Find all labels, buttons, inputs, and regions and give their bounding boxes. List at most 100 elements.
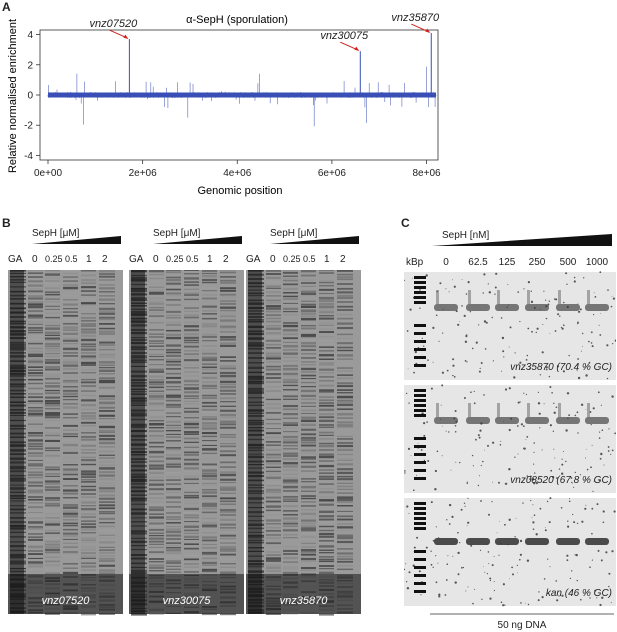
dna-ladder <box>414 276 426 367</box>
dna-band <box>495 417 519 424</box>
y-axis-label: Relative normalised enrichment <box>7 19 19 173</box>
lane-label: 1 <box>324 254 330 265</box>
x-tick-label: 6e+06 <box>318 168 347 179</box>
lane-label: 0 <box>32 254 38 265</box>
y-tick-label: 0 <box>27 91 33 102</box>
lane-label: 2 <box>102 254 108 265</box>
lane-label: 2 <box>223 254 229 265</box>
enrichment-chart: α-SepH (sporulation) Relative normalised… <box>7 12 441 197</box>
seph-header: SepH [μM] <box>32 228 80 239</box>
well-smear <box>497 403 500 423</box>
gel-background <box>404 272 616 380</box>
well-smear <box>527 290 530 310</box>
x-axis-label: Genomic position <box>198 185 283 197</box>
dna-band <box>525 304 549 311</box>
dna-ladder <box>414 389 426 480</box>
dna-band <box>495 538 519 545</box>
gel-label: kan (46 % GC) <box>546 588 612 599</box>
footer-label: 50 ng DNA <box>498 620 547 631</box>
gel-background <box>404 498 616 606</box>
gene-label: vnz07520 <box>42 595 91 607</box>
footprint-gel-2: SepH [μM] GA 0 0.25 0.5 1 2 vnz30075 <box>129 228 244 616</box>
lane-label: 62.5 <box>468 257 488 268</box>
y-tick-label: 4 <box>27 30 33 41</box>
lane-label: 500 <box>560 257 577 268</box>
well-smear <box>497 290 500 310</box>
dna-band <box>434 304 458 311</box>
kbp-label: kBp <box>406 257 424 268</box>
gradient-wedge <box>153 236 242 244</box>
peak-label: vnz30075 <box>320 30 369 42</box>
gene-label: vnz35870 <box>280 595 329 607</box>
dna-band <box>556 304 580 311</box>
emsa-gel-1: vnz35870 (70.4 % GC) <box>404 271 616 380</box>
seph-nm-header: SepH [nM] <box>442 230 489 241</box>
x-tick-label: 4e+06 <box>223 168 252 179</box>
dna-band <box>434 538 458 545</box>
well-smear <box>527 403 530 423</box>
gene-label: vnz30075 <box>163 595 212 607</box>
gel-bottom-shadow <box>129 574 244 614</box>
well-smear <box>468 290 471 310</box>
well-smear <box>468 403 471 423</box>
well-smear <box>436 403 439 423</box>
gel-bottom-shadow <box>8 574 123 614</box>
seph-header: SepH [μM] <box>153 228 201 239</box>
dna-ladder <box>414 502 426 593</box>
dna-band <box>556 538 580 545</box>
lane-label: 0 <box>153 254 159 265</box>
lane-label-ga: GA <box>129 254 144 265</box>
lane-label: 0.5 <box>65 254 78 264</box>
gradient-wedge <box>32 236 121 244</box>
dna-band <box>466 304 490 311</box>
well-smear <box>558 403 561 423</box>
footprint-gel-1: SepH [μM] GA 0 0.25 0.5 1 2 vnz07520 <box>8 228 123 616</box>
panel-a-letter: A <box>2 0 11 14</box>
well-smear <box>558 290 561 310</box>
footprint-gel-3: SepH [μM] GA 0 0.25 0.5 1 2 vnz35870 <box>246 228 361 616</box>
dna-band <box>585 417 609 424</box>
dna-band <box>466 538 490 545</box>
dna-band <box>525 417 549 424</box>
dna-band <box>525 538 549 545</box>
gel-bottom-shadow <box>246 574 361 614</box>
dna-band <box>495 304 519 311</box>
lane-label: 0 <box>270 254 276 265</box>
gel-label: vnz08520 (67.8 % GC) <box>510 475 612 486</box>
lane-label: 0.5 <box>186 254 199 264</box>
y-tick-label: -4 <box>24 151 33 162</box>
dna-band <box>585 304 609 311</box>
well-smear <box>436 290 439 310</box>
lane-label: 1000 <box>586 257 609 268</box>
lane-label-ga: GA <box>8 254 23 265</box>
lane-label: 0.5 <box>303 254 316 264</box>
panel-b-letter: B <box>2 216 11 230</box>
lane-label: 250 <box>529 257 546 268</box>
x-tick-label: 2e+06 <box>129 168 158 179</box>
lane-label: 1 <box>86 254 92 265</box>
y-tick-label: -2 <box>24 121 33 132</box>
well-smear <box>587 290 590 310</box>
dna-band <box>434 417 458 424</box>
lane-label: 0.25 <box>45 254 63 264</box>
baseline-band <box>48 92 436 98</box>
peak-arrowhead <box>123 34 129 40</box>
ga-lane-smear <box>10 270 24 614</box>
plot-area: 0e+00 2e+06 4e+06 6e+06 8e+06 -4 -2 0 2 4 vnz07520… <box>24 12 441 179</box>
dna-band <box>556 417 580 424</box>
x-tick-label: 8e+06 <box>412 168 441 179</box>
lane-label-ga: GA <box>246 254 261 265</box>
panel-c-letter: C <box>401 216 410 230</box>
well-smear <box>587 403 590 423</box>
dna-band <box>466 417 490 424</box>
ga-lane-smear <box>248 270 262 614</box>
lane-label: 0.25 <box>166 254 184 264</box>
emsa-gel-2: vnz08520 (67.8 % GC) <box>404 384 616 493</box>
peak-label: vnz07520 <box>90 18 139 30</box>
gradient-wedge <box>432 234 612 246</box>
peak-arrowhead <box>425 28 431 34</box>
emsa-gel-3: kan (46 % GC) <box>404 497 616 607</box>
lane-label: 125 <box>499 257 516 268</box>
peak-label: vnz35870 <box>391 12 440 24</box>
x-tick-label: 0e+00 <box>34 168 63 179</box>
